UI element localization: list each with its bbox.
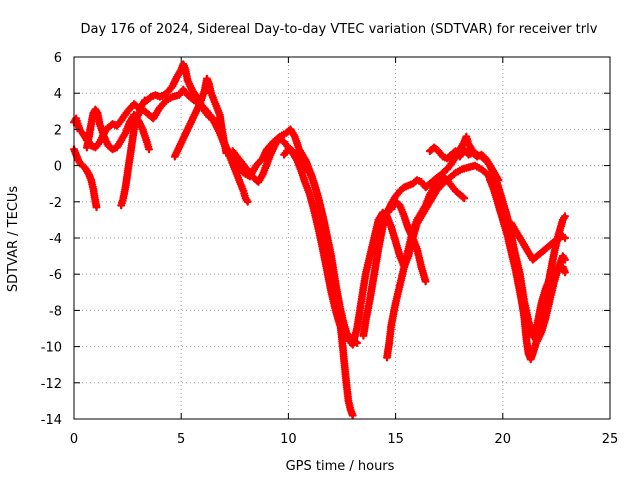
- y-tick-label: 6: [54, 51, 62, 66]
- y-tick-label: 4: [54, 87, 62, 102]
- y-tick-label: -4: [49, 232, 62, 247]
- x-tick-label: 10: [280, 432, 297, 447]
- y-tick-label: -14: [41, 413, 62, 428]
- x-axis-label: GPS time / hours: [286, 459, 395, 474]
- y-tick-label: -6: [49, 268, 62, 283]
- data-series-8: [359, 172, 469, 340]
- data-series-7: [280, 145, 361, 347]
- data-series-2: [70, 145, 101, 212]
- x-tick-label: 15: [387, 432, 404, 447]
- data-series-10: [387, 197, 430, 286]
- chart-title: Day 176 of 2024, Sidereal Day-to-day VTE…: [81, 22, 598, 37]
- y-tick-label: -8: [49, 304, 62, 319]
- x-tick-label: 5: [177, 432, 185, 447]
- y-tick-label: 2: [54, 123, 62, 138]
- x-tick-label: 0: [70, 432, 78, 447]
- series-group: [70, 60, 569, 420]
- y-tick-label: -2: [49, 196, 62, 211]
- x-tick-labels: 0 5 10 15 20 25: [70, 432, 618, 447]
- y-tick-label: -12: [41, 377, 62, 392]
- x-tick-label: 20: [495, 432, 512, 447]
- data-series-13: [507, 219, 569, 264]
- data-series-5: [170, 74, 231, 161]
- x-tick-label: 25: [602, 432, 619, 447]
- data-series-12: [485, 176, 569, 346]
- y-tick-labels: -14 -12 -10 -8 -6 -4 -2 0 2 4 6: [41, 51, 62, 428]
- axis-ticks: [73, 56, 611, 420]
- y-axis-label: SDTVAR / TECUs: [6, 186, 21, 293]
- y-tick-label: 0: [54, 160, 62, 175]
- y-tick-label: -10: [41, 341, 62, 356]
